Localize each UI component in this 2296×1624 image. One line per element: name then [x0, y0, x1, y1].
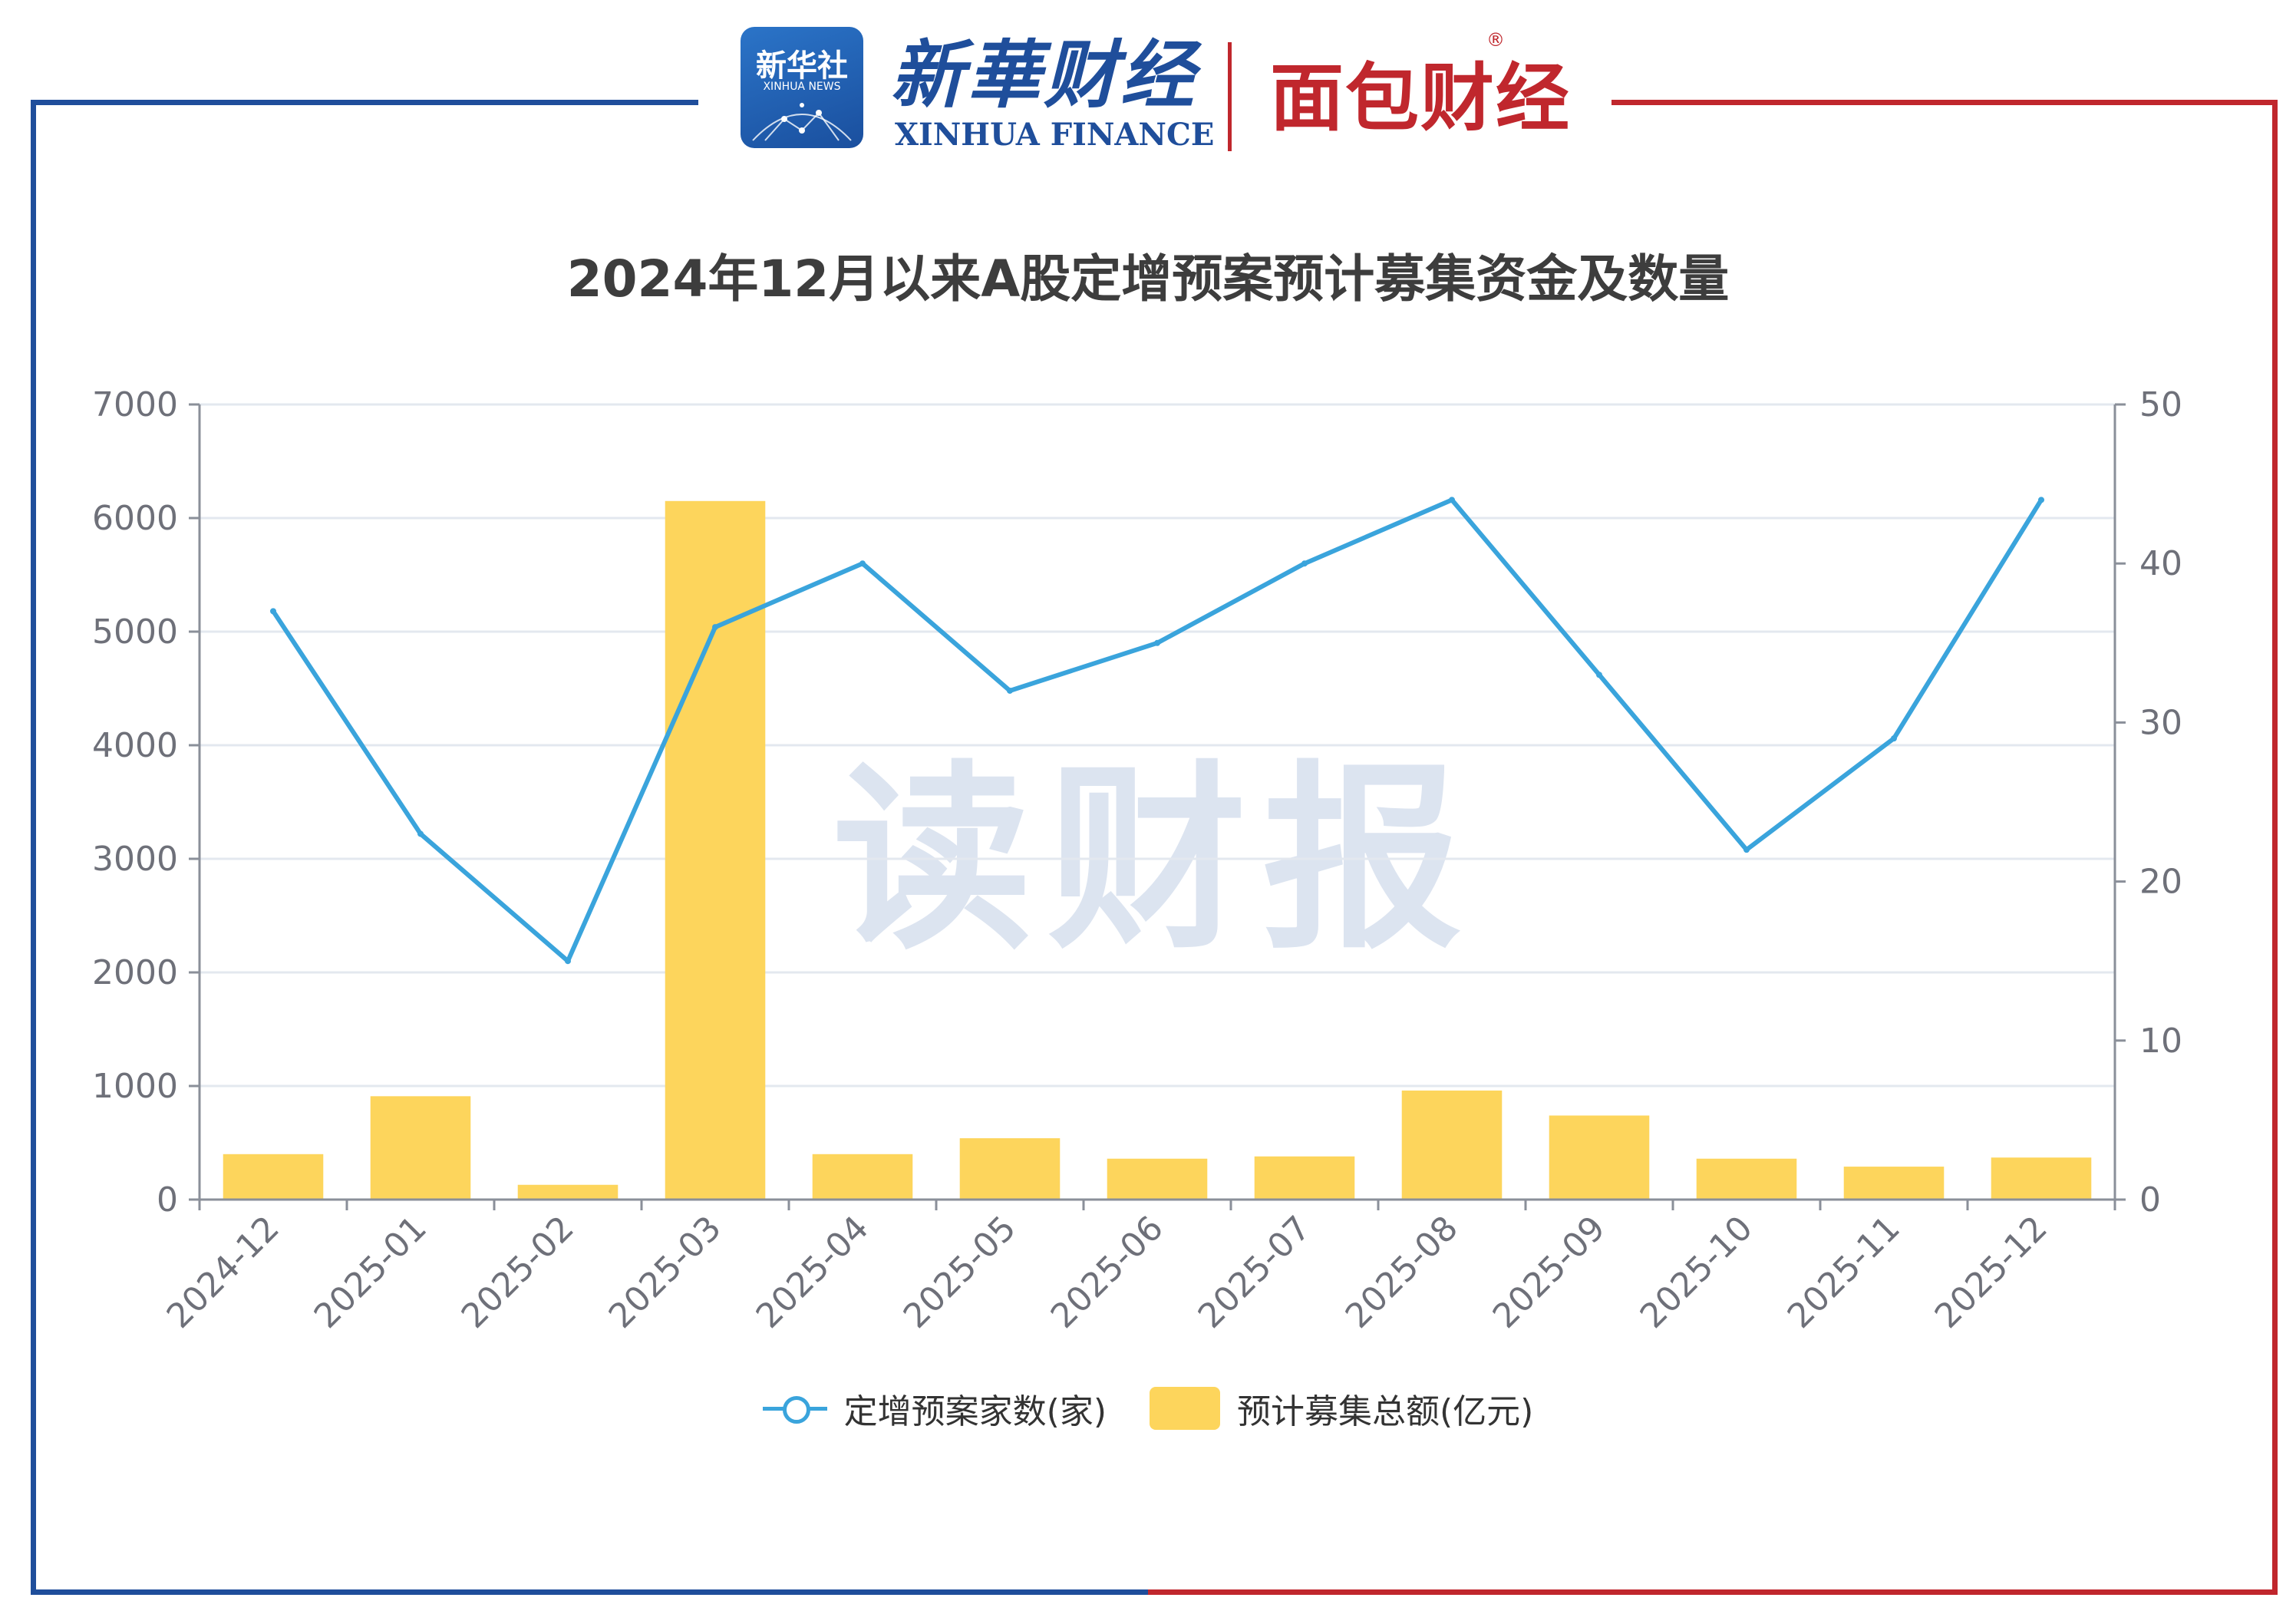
x-tick-label: 2025-12 — [1928, 1209, 2055, 1336]
bar-2025-11 — [1843, 1167, 1945, 1200]
y-left-tick-label: 4000 — [92, 726, 178, 765]
y-right-tick-label: 40 — [2139, 544, 2182, 583]
line-point-2025-02 — [565, 958, 571, 965]
x-tick-label: 2025-01 — [307, 1209, 434, 1336]
x-tick-label: 2025-02 — [454, 1209, 582, 1336]
bar-2025-02 — [517, 1184, 619, 1200]
bar-2025-09 — [1549, 1115, 1650, 1200]
y-left-tick-label: 3000 — [92, 840, 178, 879]
y-right-tick-label: 0 — [2139, 1180, 2161, 1220]
bar-2025-07 — [1254, 1156, 1355, 1200]
line-point-2024-12 — [270, 608, 276, 615]
x-tick-label: 2025-07 — [1191, 1209, 1318, 1336]
line-point-2025-11 — [1891, 735, 1897, 742]
xinhua-finance-logo-cn: 新華财经 — [890, 31, 1197, 118]
line-point-2025-08 — [1449, 497, 1455, 503]
bar-2025-01 — [370, 1096, 471, 1200]
x-tick-label: 2025-05 — [896, 1209, 1024, 1336]
x-tick-label: 2025-06 — [1044, 1209, 1171, 1336]
frame-right-red — [1148, 100, 2278, 1595]
line-point-2025-09 — [1596, 672, 1602, 678]
xinhua-finance-logo-en: XINHUA FINANCE — [895, 117, 1215, 153]
y-left-tick-label: 7000 — [92, 385, 178, 424]
line-point-2025-12 — [2038, 497, 2044, 503]
chart-legend: 定增预案家数(家) 预计募集总额(亿元) — [0, 1385, 2296, 1431]
mianbao-finance-logo: 面包财经 — [1270, 55, 1571, 141]
bar-2025-05 — [959, 1138, 1061, 1200]
y-right-tick-label: 50 — [2139, 385, 2182, 424]
bar-2025-12 — [1991, 1157, 2092, 1200]
x-tick-label: 2025-09 — [1486, 1209, 1613, 1336]
y-right-tick-label: 20 — [2139, 863, 2182, 902]
y-right-tick-label: 30 — [2139, 703, 2182, 742]
y-left-tick-label: 0 — [157, 1180, 178, 1220]
line-point-2025-10 — [1743, 847, 1750, 853]
line-point-2025-07 — [1301, 560, 1308, 567]
y-right-tick-label: 10 — [2139, 1022, 2182, 1061]
xinhua-badge-cn: 新华社 — [756, 48, 848, 84]
registered-mark: ® — [1486, 29, 1505, 51]
legend-bar-icon — [1150, 1387, 1220, 1430]
line-point-2025-03 — [712, 624, 718, 631]
bar-2025-08 — [1401, 1090, 1503, 1200]
legend-line-icon — [762, 1393, 827, 1424]
y-left-tick-label: 6000 — [92, 499, 178, 538]
xinhua-news-logo: 新华社 XINHUA NEWS — [741, 27, 863, 148]
x-tick-label: 2025-10 — [1633, 1209, 1760, 1336]
x-tick-label: 2025-11 — [1780, 1209, 1908, 1336]
line-point-2025-01 — [417, 830, 424, 837]
bar-2024-12 — [223, 1154, 324, 1200]
chart-title: 2024年12月以来A股定增预案预计募集资金及数量 — [566, 249, 1730, 309]
x-tick-label: 2025-08 — [1338, 1209, 1466, 1336]
logo-divider — [1228, 42, 1232, 151]
bar-2025-04 — [812, 1154, 913, 1200]
x-tick-label: 2024-12 — [160, 1209, 287, 1336]
legend-label-amount: 预计募集总额(亿元) — [1237, 1392, 1534, 1431]
bar-2025-06 — [1107, 1158, 1208, 1200]
legend-item-bar[interactable]: 预计募集总额(亿元) — [1150, 1384, 1533, 1433]
xinhua-badge-en: XINHUA NEWS — [763, 81, 841, 93]
bar-2025-10 — [1696, 1158, 1797, 1200]
y-left-tick-label: 1000 — [92, 1067, 178, 1106]
line-point-2025-04 — [859, 560, 866, 567]
x-tick-label: 2025-03 — [602, 1209, 729, 1336]
watermark-text: 读财报 — [833, 744, 1477, 976]
y-left-tick-label: 2000 — [92, 953, 178, 992]
bar-2025-03 — [665, 500, 766, 1200]
globe-network-icon — [752, 103, 852, 141]
line-point-2025-05 — [1007, 687, 1013, 694]
line-point-2025-06 — [1154, 639, 1160, 646]
legend-item-line[interactable]: 定增预案家数(家) — [762, 1384, 1107, 1433]
x-tick-label: 2025-04 — [749, 1209, 876, 1336]
y-left-tick-label: 5000 — [92, 612, 178, 652]
frame-left-blue — [31, 100, 1151, 1595]
legend-label-count: 定增预案家数(家) — [843, 1392, 1107, 1431]
